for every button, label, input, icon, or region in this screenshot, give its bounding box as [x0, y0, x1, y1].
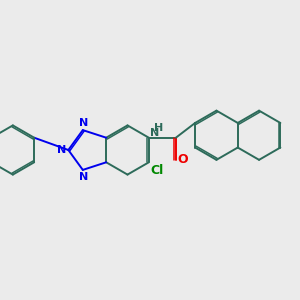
Text: N: N [150, 128, 159, 138]
Text: N: N [80, 118, 88, 128]
Text: O: O [177, 153, 188, 166]
Text: N: N [80, 172, 88, 182]
Text: N: N [57, 145, 66, 155]
Text: Cl: Cl [151, 164, 164, 177]
Text: H: H [154, 123, 163, 133]
